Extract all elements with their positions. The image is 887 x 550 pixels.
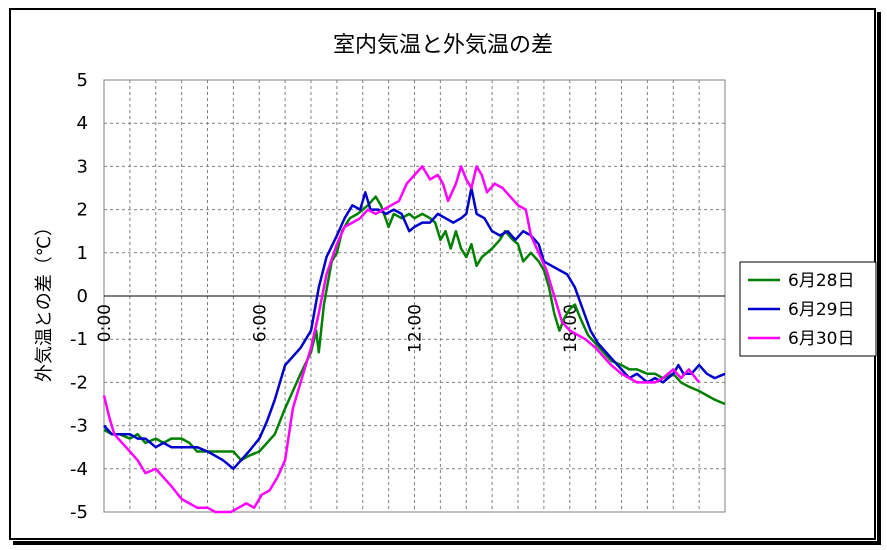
- y-tick-label: 5: [77, 70, 88, 91]
- y-tick-label: -5: [70, 502, 88, 523]
- legend-label: 6月29日: [788, 300, 854, 320]
- y-tick-label: -1: [70, 329, 88, 350]
- series-line-3: [102, 165, 701, 514]
- legend-label: 6月30日: [788, 329, 854, 349]
- y-tick-label: 4: [77, 113, 88, 134]
- frame-shadow-right: [877, 12, 881, 544]
- y-tick-label: 3: [77, 156, 88, 177]
- x-tick-label: 6:00: [250, 304, 270, 342]
- chart-title: 室内気温と外気温の差: [333, 33, 553, 58]
- y-tick-label: -4: [70, 459, 88, 480]
- y-tick-label: -3: [70, 416, 88, 437]
- y-axis-label: 外気温との差（℃）: [34, 218, 55, 382]
- x-tick-label: 0:00: [95, 304, 115, 342]
- x-tick-label: 12:00: [406, 304, 426, 353]
- y-tick-label: -2: [70, 372, 88, 393]
- frame-shadow-bottom: [13, 541, 881, 545]
- y-tick-label: 0: [77, 286, 88, 307]
- series-layer: [102, 165, 726, 514]
- y-tick-label: 1: [77, 243, 88, 264]
- y-tick-label: 2: [77, 200, 88, 221]
- legend: 6月28日 6月29日 6月30日: [739, 261, 877, 357]
- legend-label: 6月28日: [788, 271, 854, 291]
- series-line-2: [103, 186, 726, 471]
